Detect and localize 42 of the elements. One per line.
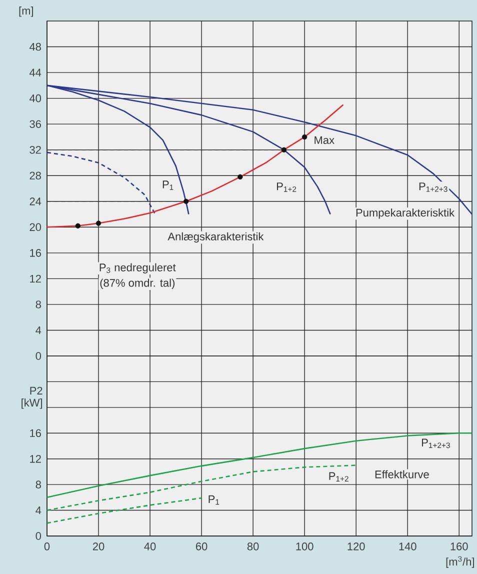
y-tick-label: 20 <box>30 223 42 232</box>
y-tick-label: 4 <box>36 326 42 334</box>
annotation: P$_{1+2+3}$ <box>419 182 448 192</box>
x-tick-label: 100 <box>296 542 314 550</box>
y-tick-label: 24 <box>30 198 42 206</box>
x-tick-label: 160 <box>450 542 468 550</box>
y-tick-label: 16 <box>30 249 41 257</box>
annotation: P$_{1+2}$ <box>277 182 296 192</box>
annotation: P$_{1}$ <box>162 180 174 190</box>
y-tick-label: 48 <box>29 42 41 51</box>
x-tick-label: 80 <box>247 542 259 550</box>
y-tick-label: 8 <box>36 300 41 308</box>
annotation: Anlægskarakteristik <box>168 232 264 243</box>
y-tick-label: 44 <box>29 68 42 76</box>
x-tick-label: 120 <box>348 542 365 550</box>
x-tick-label: 140 <box>399 542 416 550</box>
annotation: Pumpekarakterisktik <box>356 208 455 219</box>
y-tick-label: 36 <box>30 120 41 128</box>
y-tick-label: 28 <box>30 172 41 180</box>
y-tick-label: 40 <box>29 94 42 102</box>
y-tick-label: 12 <box>30 274 41 283</box>
x-axis-title: [m$^{3}$/h] <box>446 556 474 568</box>
y-tick-label: 0 <box>36 352 42 360</box>
annotation: P$_{1+2+3}$ <box>422 438 450 448</box>
y-tick-label: 12 <box>30 455 41 463</box>
annotation: P$_{1+2}$ <box>329 472 348 482</box>
annotation: P$_{3}$ nedreguleret <box>100 263 176 274</box>
x-tick-label: 40 <box>144 542 156 550</box>
y-tick-label: 32 <box>30 146 41 154</box>
x-tick-label: 60 <box>196 542 208 550</box>
y-axis-title: [m] <box>19 6 34 17</box>
annotation: Effektkurve <box>375 470 429 478</box>
y-tick-label: 16 <box>30 429 41 438</box>
y-tick-label: 0 <box>36 532 42 540</box>
y-axis-title: P2 [kW] <box>22 386 42 409</box>
annotation: P$_{1}$ <box>208 495 220 505</box>
x-tick-label: 20 <box>92 542 104 550</box>
y-tick-label: 8 <box>36 480 41 488</box>
annotation: (87% omdr. tal) <box>100 278 175 289</box>
x-tick-label: 0 <box>44 542 50 550</box>
annotation: Max <box>314 136 334 144</box>
y-tick-label: 4 <box>36 506 42 514</box>
